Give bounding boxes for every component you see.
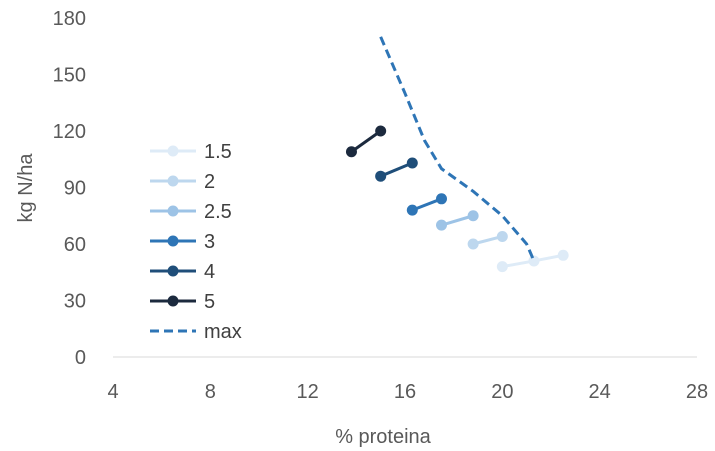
- data-point: [406, 204, 418, 216]
- series-max: [379, 36, 536, 262]
- series-line: [350, 129, 382, 153]
- x-tick-label: 4: [107, 381, 118, 403]
- legend-label: 4: [204, 261, 215, 283]
- y-axis-ticks: 0 30 60 90 120 150 180: [53, 8, 86, 369]
- series-4: [375, 157, 418, 182]
- series-5: [345, 125, 387, 158]
- x-axis-ticks: 4 8 12 16 20 24 28: [107, 381, 708, 403]
- legend: 1.5 2 2.5 3 4 5 max: [150, 141, 242, 343]
- legend-marker: [167, 235, 179, 247]
- y-tick-label: 150: [53, 65, 86, 87]
- legend-item: max: [150, 321, 242, 343]
- legend-label: 2: [204, 171, 215, 193]
- series-line: [441, 214, 474, 227]
- y-tick-label: 180: [53, 8, 86, 30]
- series-2: [467, 230, 508, 250]
- data-point: [496, 230, 508, 242]
- legend-label: 5: [204, 291, 215, 313]
- legend-label: 2.5: [204, 201, 232, 223]
- y-tick-label: 0: [75, 347, 86, 369]
- data-point: [528, 255, 540, 267]
- legend-label: 1.5: [204, 141, 232, 163]
- x-tick-label: 16: [394, 381, 416, 403]
- x-tick-label: 12: [297, 381, 319, 403]
- legend-marker: [167, 145, 179, 157]
- legend-item: 1.5: [150, 141, 232, 163]
- series-line: [379, 36, 536, 262]
- data-point: [467, 238, 479, 250]
- series-line: [380, 161, 413, 178]
- data-point: [557, 249, 569, 261]
- data-point: [467, 210, 479, 222]
- data-point: [406, 157, 418, 169]
- y-axis-title: kg N/ha: [15, 153, 37, 223]
- legend-marker: [167, 295, 179, 307]
- legend-item: 4: [150, 261, 215, 283]
- legend-label: max: [204, 321, 242, 343]
- data-point: [436, 219, 447, 231]
- legend-marker: [167, 265, 179, 277]
- x-tick-label: 24: [589, 381, 611, 403]
- legend-label: 3: [204, 231, 215, 253]
- data-point: [436, 193, 447, 205]
- series-2.5: [436, 210, 479, 231]
- data-point: [375, 125, 387, 137]
- legend-marker: [167, 205, 179, 217]
- legend-item: 2: [150, 171, 215, 193]
- y-tick-label: 90: [64, 178, 86, 200]
- x-axis-title: % proteina: [335, 426, 431, 448]
- series-3: [406, 193, 447, 216]
- y-tick-label: 120: [53, 121, 86, 143]
- legend-item: 5: [150, 291, 215, 313]
- legend-item: 3: [150, 231, 215, 253]
- series-1.5: [496, 249, 569, 273]
- x-tick-label: 8: [205, 381, 216, 403]
- legend-marker: [167, 175, 179, 187]
- data-point: [345, 146, 357, 158]
- data-point: [375, 170, 387, 182]
- data-point: [496, 261, 508, 273]
- legend-item: 2.5: [150, 201, 232, 223]
- y-tick-label: 60: [64, 234, 86, 256]
- y-tick-label: 30: [64, 291, 86, 313]
- x-tick-label: 20: [491, 381, 513, 403]
- plot-series: [345, 36, 569, 273]
- x-tick-label: 28: [686, 381, 708, 403]
